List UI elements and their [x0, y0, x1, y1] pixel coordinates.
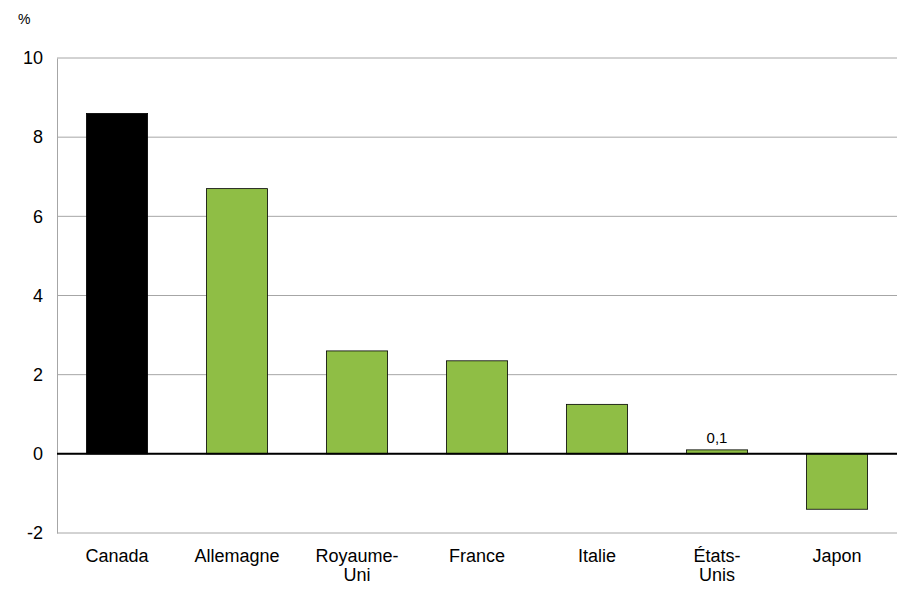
bars — [86, 113, 867, 509]
y-tick-label: 2 — [33, 365, 43, 385]
x-tick-label: Japon — [812, 546, 861, 566]
y-tick-label: 6 — [33, 207, 43, 227]
y-tick: 8 — [33, 127, 57, 147]
x-tick-label: Royaume-Uni — [315, 546, 398, 585]
bar — [326, 351, 387, 454]
x-tick-label-part: Unis — [699, 565, 735, 585]
bar — [566, 404, 627, 453]
x-tick-label: Italie — [578, 546, 616, 566]
x-tick-label-part: Uni — [343, 565, 370, 585]
bar — [806, 454, 867, 509]
grid-line — [57, 216, 897, 217]
y-tick: 0 — [33, 444, 57, 464]
grid-line — [57, 137, 897, 138]
x-tick-label-part: Royaume- — [315, 546, 398, 566]
y-tick: 2 — [33, 365, 57, 385]
y-tick-label: -2 — [27, 523, 43, 543]
x-tick-label: Canada — [85, 546, 149, 566]
y-tick-label: 10 — [23, 48, 43, 68]
data-label: 0,1 — [707, 429, 728, 446]
x-axis: Canada Allemagne Royaume-Uni France Italie Ét… — [85, 533, 861, 585]
y-tick-label: 8 — [33, 127, 43, 147]
x-tick: Italie — [578, 533, 616, 566]
y-tick-label: 4 — [33, 286, 43, 306]
grid-line — [57, 453, 897, 454]
x-tick-label: France — [449, 546, 505, 566]
data-labels: 0,1 — [707, 429, 728, 446]
y-tick: 6 — [33, 207, 57, 227]
x-tick: États-Unis — [693, 533, 740, 585]
plot: -2 0 2 4 6 8 10 Canada Allemagne Royaume-Uni Franc… — [23, 48, 897, 584]
bar — [86, 113, 147, 453]
grid — [57, 58, 897, 533]
bar — [206, 189, 267, 454]
y-tick-label: 0 — [33, 444, 43, 464]
x-tick: Japon — [812, 533, 861, 566]
x-tick: Allemagne — [194, 533, 279, 566]
grid-line — [57, 295, 897, 296]
x-tick-label: Allemagne — [194, 546, 279, 566]
y-axis: -2 0 2 4 6 8 10 — [23, 48, 58, 543]
bar — [446, 361, 507, 454]
x-tick: France — [449, 533, 505, 566]
y-tick: -2 — [27, 523, 57, 543]
x-tick: Royaume-Uni — [315, 533, 398, 585]
grid-line — [57, 533, 897, 534]
y-axis-line — [57, 59, 58, 534]
x-tick: Canada — [85, 533, 149, 566]
chart: -2 0 2 4 6 8 10 Canada Allemagne Royaume-Uni Franc… — [0, 0, 900, 602]
grid-line — [57, 58, 897, 59]
y-tick: 10 — [23, 48, 57, 68]
x-tick-label: États-Unis — [693, 546, 740, 585]
x-tick-label-part: États- — [693, 546, 740, 566]
y-tick: 4 — [33, 286, 57, 306]
zero-line — [57, 453, 897, 455]
y-axis-title: % — [18, 11, 30, 27]
